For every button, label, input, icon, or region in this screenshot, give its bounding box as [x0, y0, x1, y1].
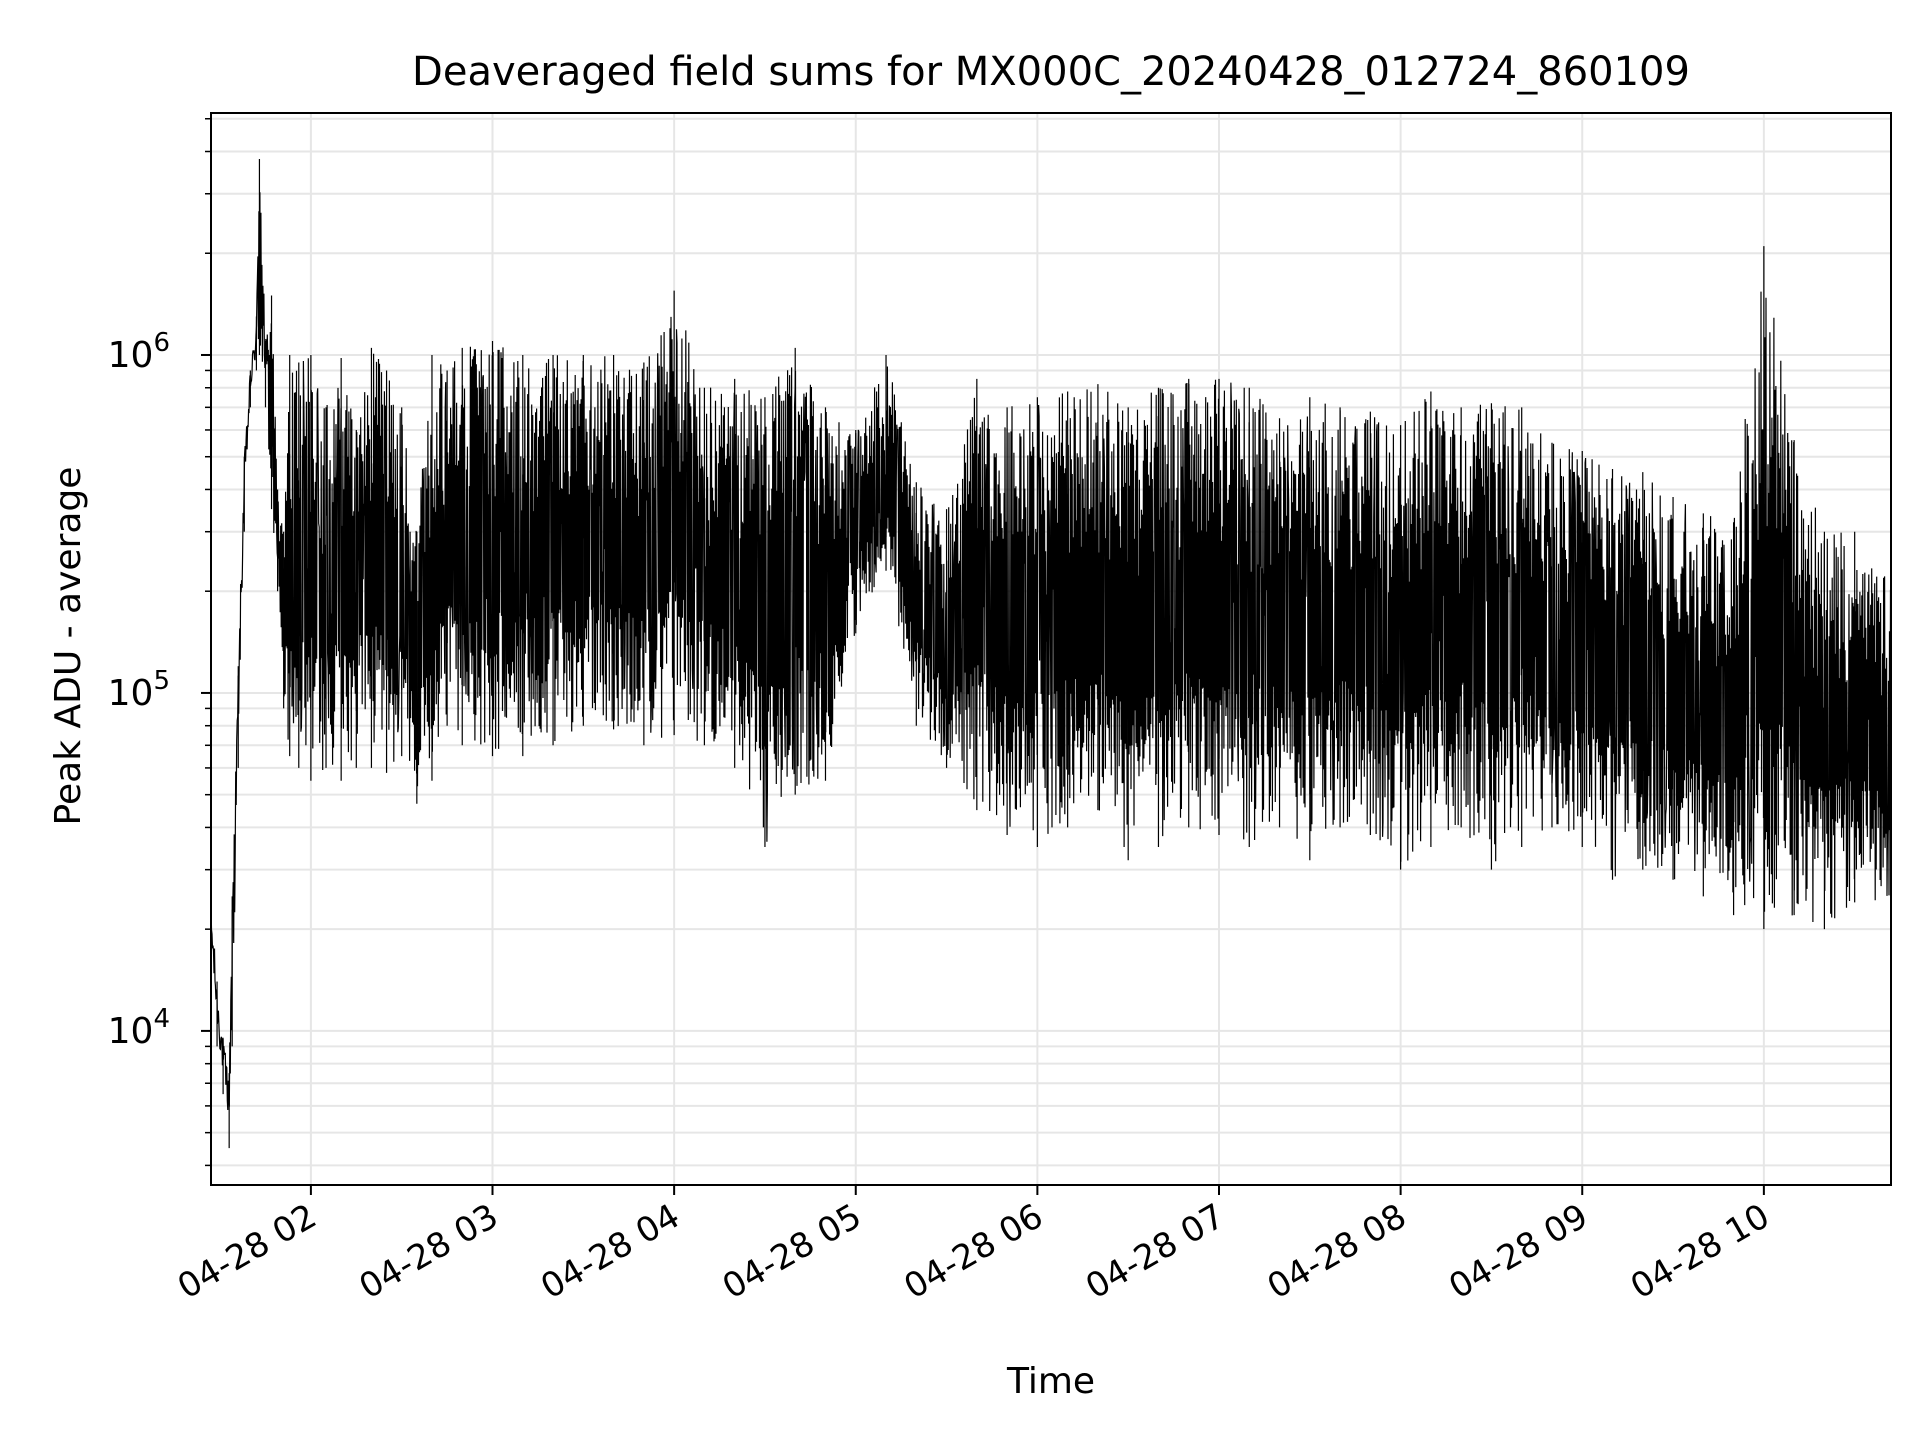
- x-tick-label: 04-28 09: [1442, 1196, 1594, 1307]
- y-tick-label: 105: [108, 666, 170, 714]
- plot-series: [210, 159, 1892, 1149]
- y-tick-label: 104: [108, 1004, 170, 1052]
- series-line: [210, 192, 1892, 1111]
- y-axis-label: Peak ADU - average: [48, 467, 89, 826]
- chart-title: Deaveraged field sums for MX000C_2024042…: [412, 49, 1690, 95]
- x-tick-label: 04-28 10: [1624, 1196, 1776, 1307]
- x-tick-label: 04-28 06: [897, 1196, 1049, 1307]
- x-axis-label: Time: [1006, 1361, 1095, 1402]
- x-tick-label: 04-28 03: [353, 1196, 505, 1307]
- x-tick-label: 04-28 05: [716, 1196, 868, 1307]
- plot-frame: [210, 112, 1892, 1186]
- y-tick-label: 106: [108, 328, 170, 376]
- x-tick-label: 04-28 02: [171, 1196, 323, 1307]
- x-tick-label: 04-28 08: [1261, 1196, 1413, 1307]
- x-tick-label: 04-28 07: [1079, 1196, 1231, 1307]
- x-tick-label: 04-28 04: [534, 1196, 686, 1307]
